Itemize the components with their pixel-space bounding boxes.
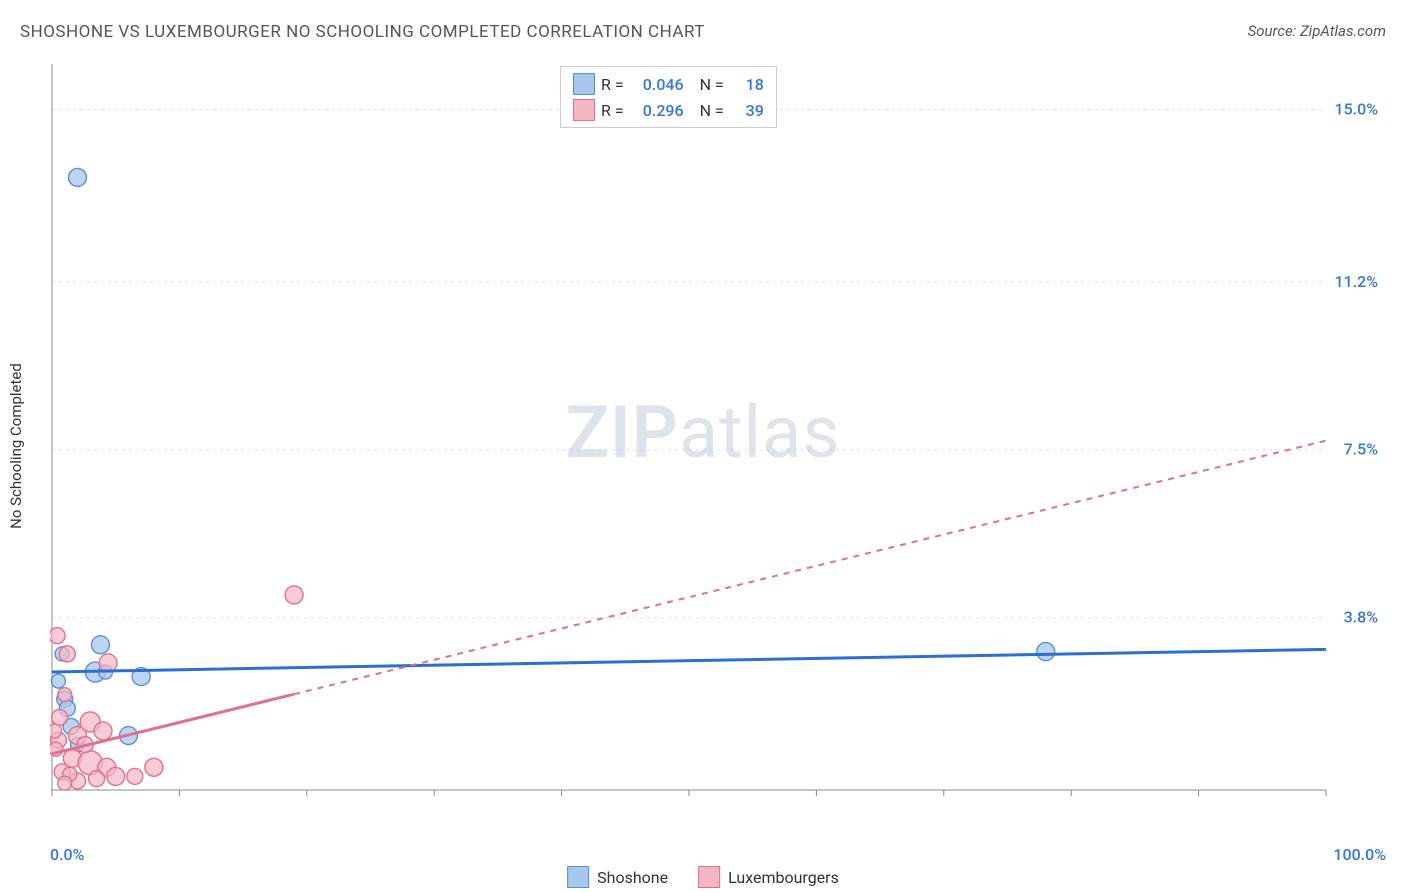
legend-swatch	[567, 866, 589, 888]
svg-text:7.5%: 7.5%	[1344, 440, 1379, 459]
watermark-bold: ZIP	[565, 390, 678, 475]
stats-legend-row: R = 0.296 N = 39	[573, 97, 764, 123]
legend-swatch	[573, 73, 595, 95]
stats-legend-row: R = 0.046 N = 18	[573, 71, 764, 97]
watermark: ZIPatlas	[565, 390, 840, 475]
series-legend-label: Shoshone	[597, 868, 668, 887]
series-legend-label: Luxembourgers	[728, 868, 839, 887]
series-legend-item: Luxembourgers	[698, 866, 839, 888]
legend-swatch	[573, 99, 595, 121]
svg-text:15.0%: 15.0%	[1334, 99, 1378, 118]
stat-r-label: R =	[601, 101, 624, 120]
legend-swatch	[698, 866, 720, 888]
x-axis-min-label: 0.0%	[50, 845, 84, 864]
svg-text:3.8%: 3.8%	[1344, 608, 1379, 627]
chart-title: SHOSHONE VS LUXEMBOURGER NO SCHOOLING CO…	[20, 22, 705, 42]
stat-n-label: N =	[700, 101, 724, 120]
stat-n-label: N =	[700, 75, 724, 94]
series-legend: Shoshone Luxembourgers	[567, 866, 839, 888]
y-axis-label: No Schooling Completed	[7, 363, 25, 529]
watermark-rest: atlas	[679, 390, 841, 475]
stat-n-value: 18	[734, 75, 764, 94]
stat-r-value: 0.296	[634, 101, 684, 120]
x-axis-max-label: 100.0%	[1333, 845, 1386, 864]
stat-r-label: R =	[601, 75, 624, 94]
stat-r-value: 0.046	[634, 75, 684, 94]
svg-text:11.2%: 11.2%	[1334, 272, 1378, 291]
stats-legend: R = 0.046 N = 18 R = 0.296 N = 39	[560, 66, 777, 128]
stat-n-value: 39	[734, 101, 764, 120]
source-attribution: Source: ZipAtlas.com	[1248, 22, 1386, 40]
series-legend-item: Shoshone	[567, 866, 668, 888]
